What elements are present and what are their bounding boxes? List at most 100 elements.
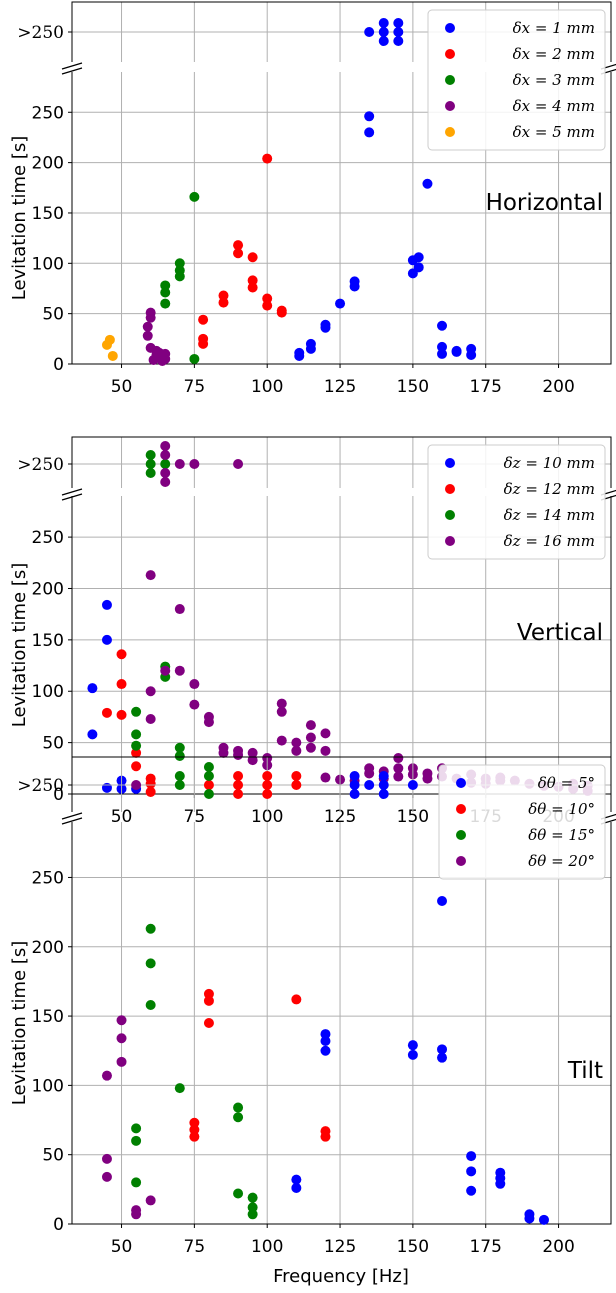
legend-marker bbox=[456, 778, 466, 788]
legend-label: δθ = 5° bbox=[538, 774, 595, 792]
data-point bbox=[466, 1151, 477, 1162]
data-point bbox=[131, 706, 142, 717]
data-point bbox=[349, 789, 360, 799]
y-tick-label: 0 bbox=[53, 355, 64, 375]
top-band-label: >250 bbox=[17, 455, 64, 475]
data-point bbox=[495, 1167, 506, 1178]
data-point bbox=[291, 994, 302, 1005]
panel-label: Horizontal bbox=[486, 190, 603, 216]
data-point bbox=[364, 763, 375, 774]
y-tick-label: 150 bbox=[32, 631, 64, 651]
axis-break-mark bbox=[61, 812, 83, 820]
data-point bbox=[233, 248, 244, 259]
legend-label: δx = 3 mm bbox=[513, 71, 595, 89]
data-point bbox=[538, 1214, 549, 1225]
data-point bbox=[262, 293, 273, 304]
data-point bbox=[145, 786, 156, 797]
data-point bbox=[305, 338, 316, 349]
data-point bbox=[349, 780, 360, 790]
x-tick-label: 50 bbox=[111, 377, 133, 397]
x-tick-label: 50 bbox=[111, 1237, 133, 1257]
legend-label: δz = 10 mm bbox=[504, 454, 595, 472]
legend-label: δθ = 15° bbox=[528, 826, 595, 844]
data-point bbox=[437, 1052, 448, 1063]
y-tick-label: 250 bbox=[32, 528, 64, 548]
data-point bbox=[174, 258, 185, 269]
data-point bbox=[145, 459, 156, 469]
data-point bbox=[291, 737, 302, 748]
data-point bbox=[203, 780, 214, 790]
data-point bbox=[378, 789, 389, 799]
data-point bbox=[262, 780, 273, 790]
axis-break-mark bbox=[61, 67, 83, 75]
data-point bbox=[174, 780, 185, 790]
data-point bbox=[174, 265, 185, 276]
data-point bbox=[131, 747, 142, 758]
data-point bbox=[294, 347, 305, 358]
data-point bbox=[524, 1209, 535, 1220]
data-point bbox=[276, 735, 287, 746]
data-point bbox=[437, 1044, 448, 1055]
top-band-label: >250 bbox=[17, 776, 64, 796]
data-point bbox=[233, 1102, 244, 1113]
legend-box bbox=[427, 444, 606, 560]
x-tick-label: 100 bbox=[251, 377, 283, 397]
panel-label: Tilt bbox=[567, 1058, 603, 1084]
legend-label: δθ = 20° bbox=[528, 852, 595, 870]
data-point bbox=[160, 287, 171, 298]
data-point bbox=[364, 111, 375, 122]
x-tick-label: 200 bbox=[542, 1237, 574, 1257]
data-point bbox=[116, 709, 127, 720]
axis-break-mark bbox=[61, 493, 83, 501]
data-point bbox=[233, 745, 244, 756]
data-point bbox=[107, 350, 118, 361]
data-point bbox=[189, 1117, 200, 1128]
data-point bbox=[160, 477, 171, 487]
data-point bbox=[189, 699, 200, 710]
data-point bbox=[87, 729, 98, 740]
data-point bbox=[262, 771, 273, 781]
y-tick-label: 50 bbox=[42, 734, 64, 754]
data-point bbox=[393, 18, 404, 28]
data-point bbox=[160, 348, 171, 359]
y-tick-label: 0 bbox=[53, 785, 64, 805]
data-point bbox=[276, 698, 287, 709]
data-point bbox=[101, 1171, 112, 1182]
data-point bbox=[87, 683, 98, 694]
data-point bbox=[116, 679, 127, 690]
data-point bbox=[247, 1192, 258, 1203]
data-point bbox=[233, 240, 244, 251]
data-point bbox=[174, 604, 185, 615]
data-point bbox=[189, 1124, 200, 1135]
data-point bbox=[407, 1040, 418, 1051]
data-point bbox=[413, 252, 424, 263]
data-point bbox=[393, 36, 404, 46]
axis-break-mark bbox=[61, 817, 83, 825]
data-point bbox=[198, 314, 209, 325]
data-point bbox=[349, 771, 360, 781]
data-point bbox=[466, 1185, 477, 1196]
data-point bbox=[422, 178, 433, 189]
data-point bbox=[145, 686, 156, 697]
data-point bbox=[378, 780, 389, 790]
x-tick-label: 150 bbox=[397, 377, 429, 397]
legend-marker bbox=[445, 536, 455, 546]
data-point bbox=[247, 252, 258, 263]
y-tick-label: 100 bbox=[32, 682, 64, 702]
data-point bbox=[189, 353, 200, 364]
data-point bbox=[174, 1083, 185, 1094]
data-point bbox=[247, 1209, 258, 1220]
data-point bbox=[160, 468, 171, 478]
data-point bbox=[393, 753, 404, 764]
data-point bbox=[145, 1195, 156, 1206]
data-point bbox=[233, 771, 244, 781]
y-tick-label: 200 bbox=[32, 579, 64, 599]
data-point bbox=[145, 713, 156, 724]
data-point bbox=[262, 300, 273, 311]
data-point bbox=[131, 1123, 142, 1134]
data-point bbox=[320, 319, 331, 330]
data-point bbox=[437, 896, 448, 907]
x-tick-label: 150 bbox=[397, 807, 429, 827]
x-tick-label: 150 bbox=[397, 1237, 429, 1257]
data-point bbox=[160, 298, 171, 309]
